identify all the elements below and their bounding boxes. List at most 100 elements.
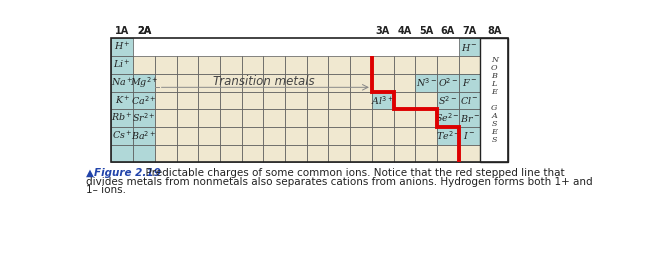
Bar — [220, 127, 242, 145]
Bar — [459, 109, 481, 127]
Bar — [393, 56, 415, 74]
Bar — [155, 127, 177, 145]
Bar — [393, 92, 415, 109]
Bar — [350, 56, 372, 74]
Text: H$^-$: H$^-$ — [461, 42, 478, 53]
Text: Na$^+$: Na$^+$ — [111, 77, 134, 89]
Bar — [220, 92, 242, 109]
Bar — [393, 74, 415, 92]
Bar — [307, 56, 328, 74]
Text: Predictable charges of some common ions. Notice that the red stepped line that: Predictable charges of some common ions.… — [138, 168, 564, 178]
Bar — [155, 145, 177, 162]
Text: N
O
B
L
E
 
G
A
S
E
S: N O B L E G A S E S — [491, 56, 498, 144]
Bar — [133, 74, 155, 92]
Bar — [133, 56, 155, 74]
Bar — [459, 92, 481, 109]
Bar — [133, 127, 155, 145]
Text: Te$^{2-}$: Te$^{2-}$ — [436, 130, 460, 142]
Bar — [263, 56, 285, 74]
Bar — [198, 56, 220, 74]
Text: 7A: 7A — [462, 26, 477, 36]
Bar — [328, 56, 350, 74]
Bar — [220, 145, 242, 162]
Text: Li$^+$: Li$^+$ — [113, 59, 131, 71]
Text: F$^-$: F$^-$ — [462, 77, 477, 88]
Bar — [285, 109, 307, 127]
Bar — [177, 109, 198, 127]
Bar — [242, 56, 263, 74]
Bar — [155, 92, 177, 109]
Bar — [285, 56, 307, 74]
Bar — [111, 38, 508, 162]
Bar — [242, 74, 263, 92]
Text: ▲: ▲ — [86, 168, 94, 178]
Bar — [393, 109, 415, 127]
Bar — [220, 109, 242, 127]
Bar — [328, 92, 350, 109]
Bar — [459, 127, 481, 145]
Bar — [198, 145, 220, 162]
Bar — [263, 127, 285, 145]
Bar — [285, 145, 307, 162]
Bar — [263, 92, 285, 109]
Bar — [415, 74, 437, 92]
Bar — [111, 56, 133, 74]
Bar — [350, 127, 372, 145]
Bar — [111, 38, 133, 56]
Bar — [350, 92, 372, 109]
Bar — [198, 74, 220, 92]
Bar — [111, 92, 133, 109]
Bar — [372, 92, 393, 109]
Bar — [133, 92, 155, 109]
Bar — [177, 56, 198, 74]
Bar — [198, 109, 220, 127]
Bar — [263, 109, 285, 127]
Text: N$^{3-}$: N$^{3-}$ — [416, 76, 436, 89]
Bar — [285, 92, 307, 109]
Bar — [372, 145, 393, 162]
Bar — [415, 145, 437, 162]
Bar — [481, 38, 508, 162]
Text: 8A: 8A — [487, 26, 501, 36]
Bar — [263, 74, 285, 92]
Text: 3A: 3A — [375, 26, 390, 36]
Bar — [220, 56, 242, 74]
Bar — [198, 127, 220, 145]
Bar — [263, 145, 285, 162]
Bar — [133, 145, 155, 162]
Bar — [350, 145, 372, 162]
Bar — [415, 127, 437, 145]
Bar — [307, 145, 328, 162]
Bar — [220, 74, 242, 92]
Text: 5A: 5A — [419, 26, 433, 36]
Text: O$^{2-}$: O$^{2-}$ — [438, 76, 458, 89]
Bar — [372, 127, 393, 145]
Text: Cl$^-$: Cl$^-$ — [460, 95, 479, 106]
Bar — [307, 92, 328, 109]
Bar — [350, 109, 372, 127]
Text: Rb$^+$: Rb$^+$ — [111, 112, 133, 124]
Bar — [285, 127, 307, 145]
Bar — [111, 109, 133, 127]
Text: Figure 2.19: Figure 2.19 — [95, 168, 162, 178]
Bar — [285, 74, 307, 92]
Text: Br$^-$: Br$^-$ — [459, 113, 479, 124]
Text: Sr$^{2+}$: Sr$^{2+}$ — [132, 112, 156, 124]
Bar — [437, 145, 459, 162]
Bar — [437, 56, 459, 74]
Bar — [459, 56, 481, 74]
Text: Al$^{3+}$: Al$^{3+}$ — [371, 94, 394, 107]
Text: Transition metals: Transition metals — [213, 75, 314, 88]
Text: Ca$^{2+}$: Ca$^{2+}$ — [131, 94, 157, 107]
Bar — [393, 127, 415, 145]
Bar — [350, 74, 372, 92]
Bar — [177, 92, 198, 109]
Text: Cs$^+$: Cs$^+$ — [112, 130, 132, 142]
Bar — [307, 74, 328, 92]
Bar — [393, 145, 415, 162]
Text: H$^+$: H$^+$ — [114, 41, 130, 54]
Bar — [328, 74, 350, 92]
Bar — [177, 74, 198, 92]
Bar — [437, 127, 459, 145]
Text: 6A: 6A — [441, 26, 455, 36]
